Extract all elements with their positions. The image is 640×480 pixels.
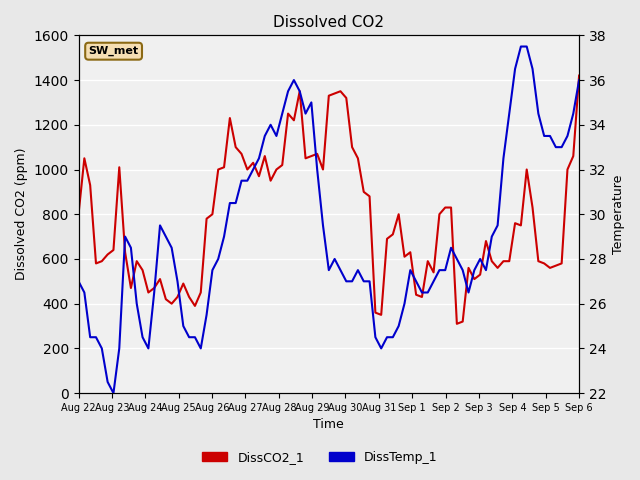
DissTemp_1	[162, 234, 170, 240]
Line: DissCO2_1: DissCO2_1	[79, 75, 579, 324]
X-axis label: Time: Time	[314, 419, 344, 432]
DissCO2_1	[325, 93, 333, 98]
DissCO2_1	[185, 294, 193, 300]
DissCO2_1	[220, 164, 228, 170]
DissTemp_1	[226, 200, 234, 206]
DissTemp_1	[488, 234, 495, 240]
Y-axis label: Dissolved CO2 (ppm): Dissolved CO2 (ppm)	[15, 148, 28, 280]
Title: Dissolved CO2: Dissolved CO2	[273, 15, 384, 30]
DissTemp_1	[517, 44, 525, 49]
DissTemp_1	[75, 278, 83, 284]
DissCO2_1	[488, 258, 495, 264]
DissTemp_1	[331, 256, 339, 262]
DissCO2_1	[453, 321, 461, 327]
DissTemp_1	[575, 77, 583, 83]
DissCO2_1	[575, 72, 583, 78]
DissTemp_1	[290, 77, 298, 83]
DissTemp_1	[191, 335, 199, 340]
DissTemp_1	[109, 390, 117, 396]
Line: DissTemp_1: DissTemp_1	[79, 47, 579, 393]
DissCO2_1	[284, 111, 292, 117]
DissCO2_1	[75, 211, 83, 217]
Text: SW_met: SW_met	[88, 46, 139, 56]
DissCO2_1	[156, 276, 164, 282]
Legend: DissCO2_1, DissTemp_1: DissCO2_1, DissTemp_1	[197, 446, 443, 469]
Y-axis label: Temperature: Temperature	[612, 175, 625, 254]
